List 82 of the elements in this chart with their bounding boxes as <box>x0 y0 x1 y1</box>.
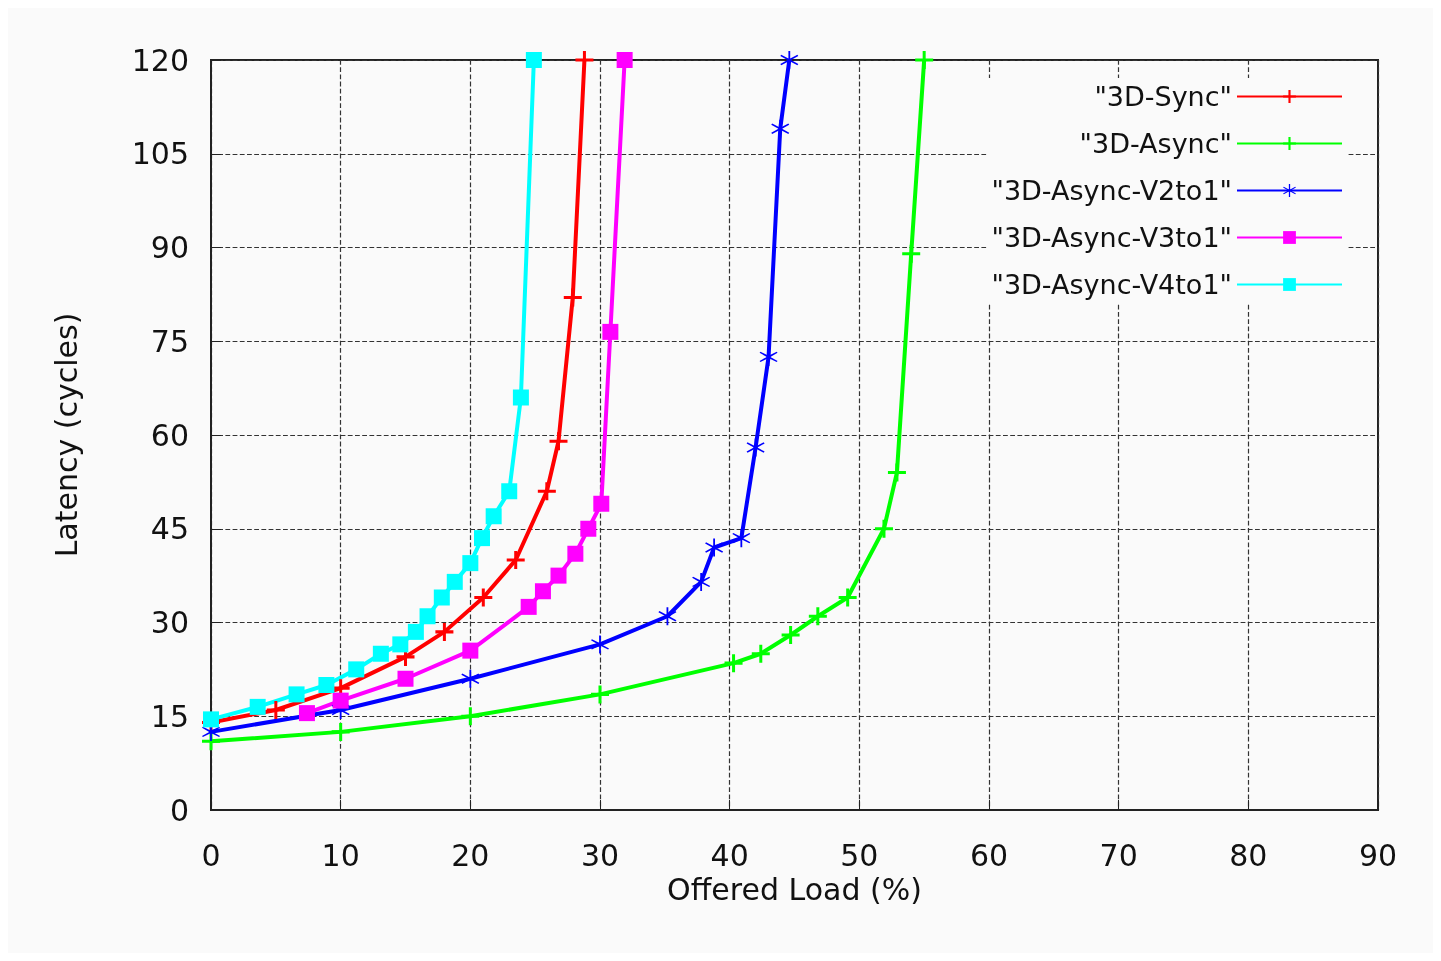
point <box>332 692 349 709</box>
point <box>474 588 493 607</box>
x-tick-label: 80 <box>1229 837 1268 873</box>
x-tick-label: 0 <box>201 837 221 873</box>
point <box>915 51 934 69</box>
point <box>462 555 479 572</box>
x-tick-label: 30 <box>580 837 620 873</box>
point <box>567 545 584 562</box>
point <box>602 323 619 340</box>
point <box>501 483 518 500</box>
legend-label: "3D-Async-V2to1" <box>991 175 1232 206</box>
point <box>732 529 751 548</box>
point <box>781 626 800 644</box>
point <box>407 623 424 640</box>
point <box>838 588 857 607</box>
point <box>724 654 743 673</box>
y-axis-title: Latency (cycles) <box>48 312 84 558</box>
point <box>874 519 893 538</box>
point <box>462 642 479 659</box>
point <box>433 589 450 606</box>
point <box>203 711 219 728</box>
point <box>537 482 556 501</box>
point <box>298 705 315 722</box>
point <box>549 432 568 451</box>
point <box>446 573 463 590</box>
point <box>348 661 365 678</box>
x-tick-label: 90 <box>1358 837 1398 873</box>
x-tick-label: 70 <box>1099 837 1138 873</box>
point <box>397 670 414 687</box>
y-tick-label: 105 <box>131 136 189 172</box>
y-tick-label: 15 <box>150 698 189 734</box>
x-tick-label: 10 <box>321 837 360 873</box>
legend-label: "3D-Async-V3to1" <box>991 222 1232 253</box>
point <box>372 645 389 662</box>
point <box>534 583 551 600</box>
y-tick-label: 60 <box>150 417 189 453</box>
point <box>746 438 765 457</box>
point <box>751 644 770 663</box>
point <box>288 686 305 703</box>
point <box>419 608 436 625</box>
point <box>616 52 633 68</box>
point <box>780 51 799 69</box>
point <box>318 677 335 693</box>
x-tick-label: 60 <box>969 837 1009 873</box>
x-axis-title: Offered Load (%) <box>667 872 922 908</box>
point <box>266 701 285 719</box>
point <box>563 288 582 307</box>
legend-label: "3D-Async-V4to1" <box>991 269 1232 300</box>
y-tick-label: 30 <box>150 605 189 640</box>
point <box>461 669 480 688</box>
point <box>887 463 906 482</box>
point <box>249 698 266 715</box>
y-tick-label: 75 <box>150 323 189 359</box>
point <box>705 538 724 557</box>
y-tick-label: 0 <box>169 792 189 828</box>
point <box>392 636 409 653</box>
legend-label: "3D-Sync" <box>1094 81 1232 112</box>
point <box>331 722 350 741</box>
y-tick-label: 120 <box>131 42 189 78</box>
point <box>474 530 490 547</box>
point <box>520 598 537 615</box>
point <box>485 508 502 525</box>
point <box>591 635 609 654</box>
y-tick-label: 45 <box>150 511 189 547</box>
point <box>435 622 454 641</box>
point <box>580 520 597 537</box>
point <box>692 572 711 591</box>
point <box>525 52 542 68</box>
legend-label: "3D-Async" <box>1079 128 1232 159</box>
point <box>506 551 525 569</box>
x-tick-label: 20 <box>451 837 490 873</box>
point <box>591 685 609 704</box>
point <box>808 607 827 626</box>
x-tick-label: 40 <box>710 837 749 873</box>
y-tick-label: 90 <box>150 230 189 265</box>
point <box>902 244 921 263</box>
point <box>593 495 610 512</box>
point <box>771 119 790 138</box>
point <box>550 567 567 584</box>
point <box>461 707 480 726</box>
point <box>512 389 529 406</box>
x-tick-label: 50 <box>840 837 879 873</box>
